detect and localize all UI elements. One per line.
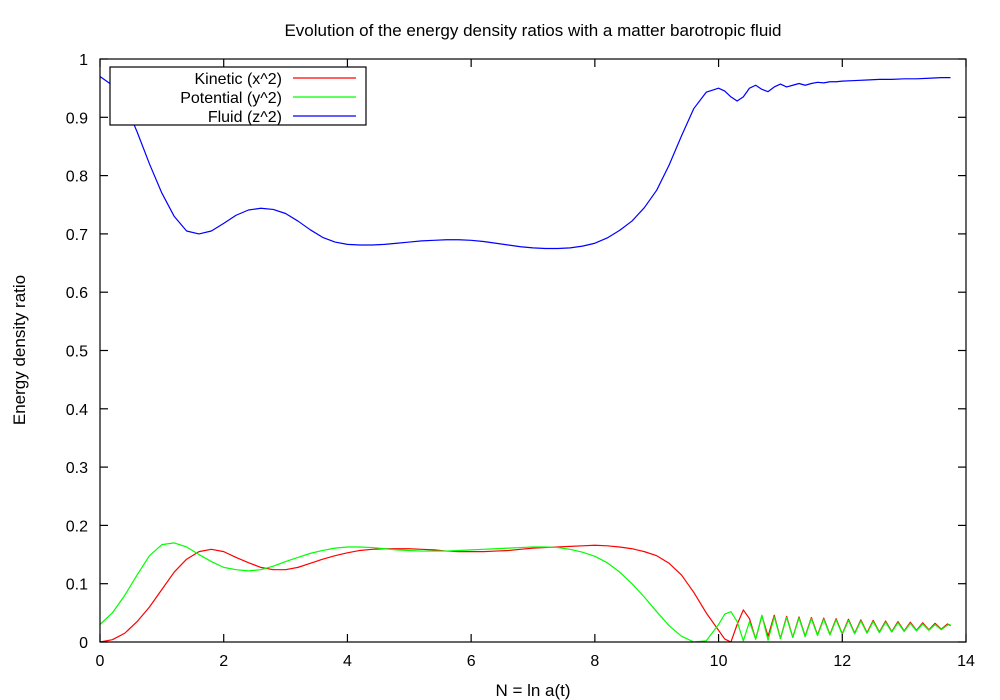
x-tick-label: 10 (710, 653, 728, 670)
y-tick-label: 0 (79, 635, 88, 652)
y-tick-label: 0.6 (66, 285, 88, 302)
series-line-potential (100, 542, 951, 642)
legend-box (109, 66, 367, 126)
y-tick-label: 0.1 (66, 577, 88, 594)
chart-title: Evolution of the energy density ratios w… (284, 21, 781, 40)
x-tick-label: 2 (219, 653, 228, 670)
y-axis-label: Energy density ratio (10, 275, 29, 425)
x-tick-label: 4 (343, 653, 352, 670)
y-tick-label: 0.5 (66, 344, 88, 361)
y-tick-label: 0.4 (66, 402, 88, 419)
y-tick-label: 0.3 (66, 460, 88, 477)
legend-label: Potential (y^2) (180, 90, 282, 107)
y-tick-label: 0.7 (66, 227, 88, 244)
x-tick-label: 0 (96, 653, 105, 670)
y-tick-label: 1 (79, 52, 88, 69)
series-layer (100, 76, 951, 642)
x-tick-label: 6 (467, 653, 476, 670)
legend-label: Fluid (z^2) (208, 109, 282, 126)
x-tick-label: 14 (957, 653, 975, 670)
legend-label: Kinetic (x^2) (194, 71, 282, 88)
y-tick-label: 0.2 (66, 518, 88, 535)
y-tick-label: 0.9 (66, 110, 88, 127)
x-axis-label: N = ln a(t) (495, 681, 570, 700)
series-line-fluid (100, 76, 951, 250)
x-tick-label: 12 (833, 653, 851, 670)
series-line-kinetic (100, 544, 951, 642)
x-tick-label: 8 (590, 653, 599, 670)
y-axis: 0 0.1 0.2 0.3 0.4 0.5 0.6 0.7 0.8 0.9 1 (66, 52, 966, 652)
legend: Kinetic (x^2) Potential (y^2) Fluid (z^2) (109, 66, 367, 126)
x-axis: 0 2 4 6 8 10 12 14 (96, 59, 975, 670)
y-tick-label: 0.8 (66, 169, 88, 186)
